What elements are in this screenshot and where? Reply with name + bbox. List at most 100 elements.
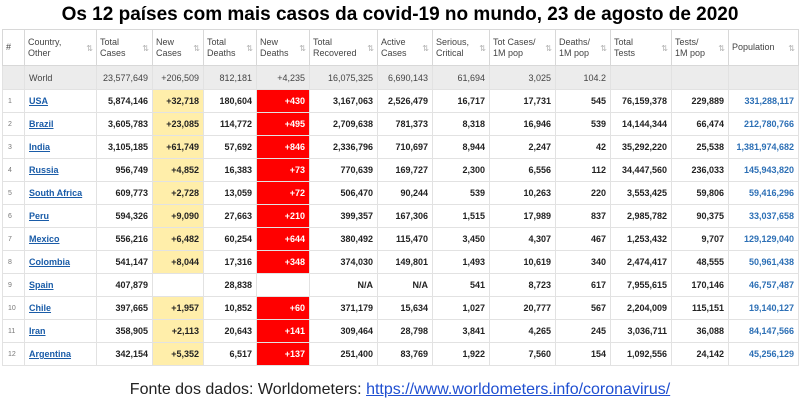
sort-arrows-icon[interactable]: ⇅ — [545, 43, 552, 54]
cell-active-cases: 781,373 — [378, 113, 433, 136]
source-link[interactable]: https://www.worldometers.info/coronaviru… — [366, 381, 670, 398]
country-link[interactable]: Argentina — [29, 349, 71, 359]
sort-arrows-icon[interactable]: ⇅ — [479, 43, 486, 54]
cell-total-tests: 35,292,220 — [611, 136, 672, 159]
sort-arrows-icon[interactable]: ⇅ — [86, 43, 93, 54]
cell-tests-per-m: 236,033 — [672, 159, 729, 182]
cell-serious: 3,841 — [433, 320, 490, 343]
column-header-total-recovered[interactable]: Total Recovered ⇅ — [310, 30, 378, 66]
population-link[interactable]: 145,943,820 — [744, 165, 794, 175]
cell-idx: 5 — [3, 182, 25, 205]
cell-country: Iran — [25, 320, 97, 343]
population-link[interactable]: 45,256,129 — [749, 349, 794, 359]
country-link[interactable]: USA — [29, 96, 48, 106]
cell-total-tests: 7,955,615 — [611, 274, 672, 297]
column-header-total-tests[interactable]: Total Tests ⇅ — [611, 30, 672, 66]
population-link[interactable]: 19,140,127 — [749, 303, 794, 313]
cell-total-tests: 1,092,556 — [611, 343, 672, 366]
column-header-deaths-per-m[interactable]: Deaths/ 1M pop ⇅ — [556, 30, 611, 66]
column-header-new-deaths[interactable]: New Deaths ⇅ — [257, 30, 310, 66]
sort-arrows-icon[interactable]: ⇅ — [600, 43, 607, 54]
column-header-label: Tests/ 1M pop — [675, 37, 705, 58]
cell-serious: 1,027 — [433, 297, 490, 320]
table-row: 3 India 3,105,185 +61,749 57,692 +846 2,336,79… — [3, 136, 799, 159]
cell-active-cases: 115,470 — [378, 228, 433, 251]
cell-active-cases: 83,769 — [378, 343, 433, 366]
column-header-label: Serious, Critical — [436, 37, 469, 58]
population-link[interactable]: 84,147,566 — [749, 326, 794, 336]
cell-serious: 3,450 — [433, 228, 490, 251]
column-header-idx[interactable]: # — [3, 30, 25, 66]
column-header-active-cases[interactable]: Active Cases ⇅ — [378, 30, 433, 66]
sort-arrows-icon[interactable]: ⇅ — [718, 43, 725, 54]
sort-arrows-icon[interactable]: ⇅ — [788, 43, 795, 54]
sort-arrows-icon[interactable]: ⇅ — [246, 43, 253, 54]
country-link[interactable]: Peru — [29, 211, 49, 221]
sort-arrows-icon[interactable]: ⇅ — [299, 43, 306, 54]
cell-new-cases: +8,044 — [153, 251, 204, 274]
population-link[interactable]: 129,129,040 — [744, 234, 794, 244]
cell-total-tests: 14,144,344 — [611, 113, 672, 136]
cell-total-cases: 3,605,783 — [97, 113, 153, 136]
column-header-new-cases[interactable]: New Cases ⇅ — [153, 30, 204, 66]
cell-idx: 8 — [3, 251, 25, 274]
cell-cases-per-m: 17,731 — [490, 90, 556, 113]
population-link[interactable]: 1,381,974,682 — [736, 142, 794, 152]
population-link[interactable]: 50,961,438 — [749, 257, 794, 267]
country-link[interactable]: Colombia — [29, 257, 70, 267]
cell-country: Peru — [25, 205, 97, 228]
column-header-total-deaths[interactable]: Total Deaths ⇅ — [204, 30, 257, 66]
population-link[interactable]: 46,757,487 — [749, 280, 794, 290]
cell-serious: 541 — [433, 274, 490, 297]
country-link[interactable]: Russia — [29, 165, 59, 175]
cell-total-deaths: 16,383 — [204, 159, 257, 182]
cell-total-recovered: 399,357 — [310, 205, 378, 228]
cell-total-tests: 2,985,782 — [611, 205, 672, 228]
cell-country: Mexico — [25, 228, 97, 251]
sort-arrows-icon[interactable]: ⇅ — [367, 43, 374, 54]
population-link[interactable]: 212,780,766 — [744, 119, 794, 129]
cell-total-deaths: 6,517 — [204, 343, 257, 366]
cell-serious: 16,717 — [433, 90, 490, 113]
country-link[interactable]: Iran — [29, 326, 46, 336]
cell-tests-per-m: 9,707 — [672, 228, 729, 251]
column-header-cases-per-m[interactable]: Tot Cases/ 1M pop ⇅ — [490, 30, 556, 66]
cell-country: India — [25, 136, 97, 159]
column-header-population[interactable]: Population ⇅ — [729, 30, 799, 66]
country-link[interactable]: Mexico — [29, 234, 60, 244]
column-header-label: Total Tests — [614, 37, 635, 58]
sort-arrows-icon[interactable]: ⇅ — [142, 43, 149, 54]
sort-arrows-icon[interactable]: ⇅ — [422, 43, 429, 54]
column-header-tests-per-m[interactable]: Tests/ 1M pop ⇅ — [672, 30, 729, 66]
country-link[interactable]: Chile — [29, 303, 51, 313]
country-link[interactable]: Spain — [29, 280, 54, 290]
cell-cases-per-m: 7,560 — [490, 343, 556, 366]
cell-deaths-per-m: 545 — [556, 90, 611, 113]
population-link[interactable]: 33,037,658 — [749, 211, 794, 221]
cell-total-deaths: 60,254 — [204, 228, 257, 251]
cell-total-cases: 541,147 — [97, 251, 153, 274]
cell-serious: 1,515 — [433, 205, 490, 228]
cell-new-cases: +4,852 — [153, 159, 204, 182]
cell-total-deaths: 17,316 — [204, 251, 257, 274]
country-link[interactable]: India — [29, 142, 50, 152]
cell-new-cases: +61,749 — [153, 136, 204, 159]
page-title: Os 12 países com mais casos da covid-19 … — [0, 3, 800, 27]
cell-serious: 8,318 — [433, 113, 490, 136]
cell-total-recovered: 3,167,063 — [310, 90, 378, 113]
column-header-serious[interactable]: Serious, Critical ⇅ — [433, 30, 490, 66]
column-header-total-cases[interactable]: Total Cases ⇅ — [97, 30, 153, 66]
country-link[interactable]: Brazil — [29, 119, 54, 129]
population-link[interactable]: 59,416,296 — [749, 188, 794, 198]
cell-total-cases: 23,577,649 — [97, 66, 153, 90]
table-body: World 23,577,649 +206,509 812,181 +4,235 16,0… — [3, 66, 799, 366]
cell-cases-per-m: 10,619 — [490, 251, 556, 274]
column-header-country[interactable]: Country, Other ⇅ — [25, 30, 97, 66]
sort-arrows-icon[interactable]: ⇅ — [193, 43, 200, 54]
cell-total-cases: 594,326 — [97, 205, 153, 228]
cell-deaths-per-m: 539 — [556, 113, 611, 136]
sort-arrows-icon[interactable]: ⇅ — [661, 43, 668, 54]
population-link[interactable]: 331,288,117 — [744, 96, 794, 106]
country-link[interactable]: South Africa — [29, 188, 82, 198]
cell-country: South Africa — [25, 182, 97, 205]
